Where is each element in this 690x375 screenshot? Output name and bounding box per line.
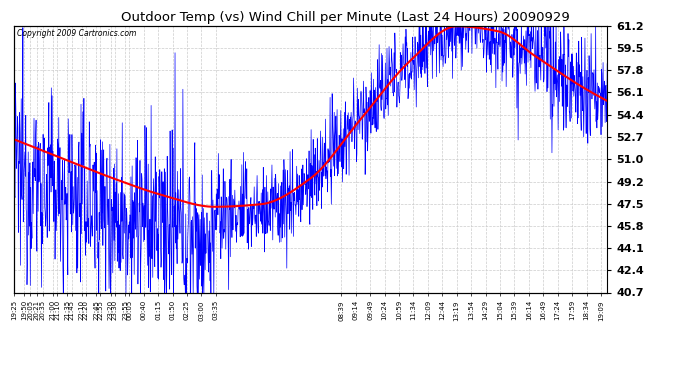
Text: Outdoor Temp (vs) Wind Chill per Minute (Last 24 Hours) 20090929: Outdoor Temp (vs) Wind Chill per Minute … xyxy=(121,11,569,24)
Text: Copyright 2009 Cartronics.com: Copyright 2009 Cartronics.com xyxy=(17,29,136,38)
